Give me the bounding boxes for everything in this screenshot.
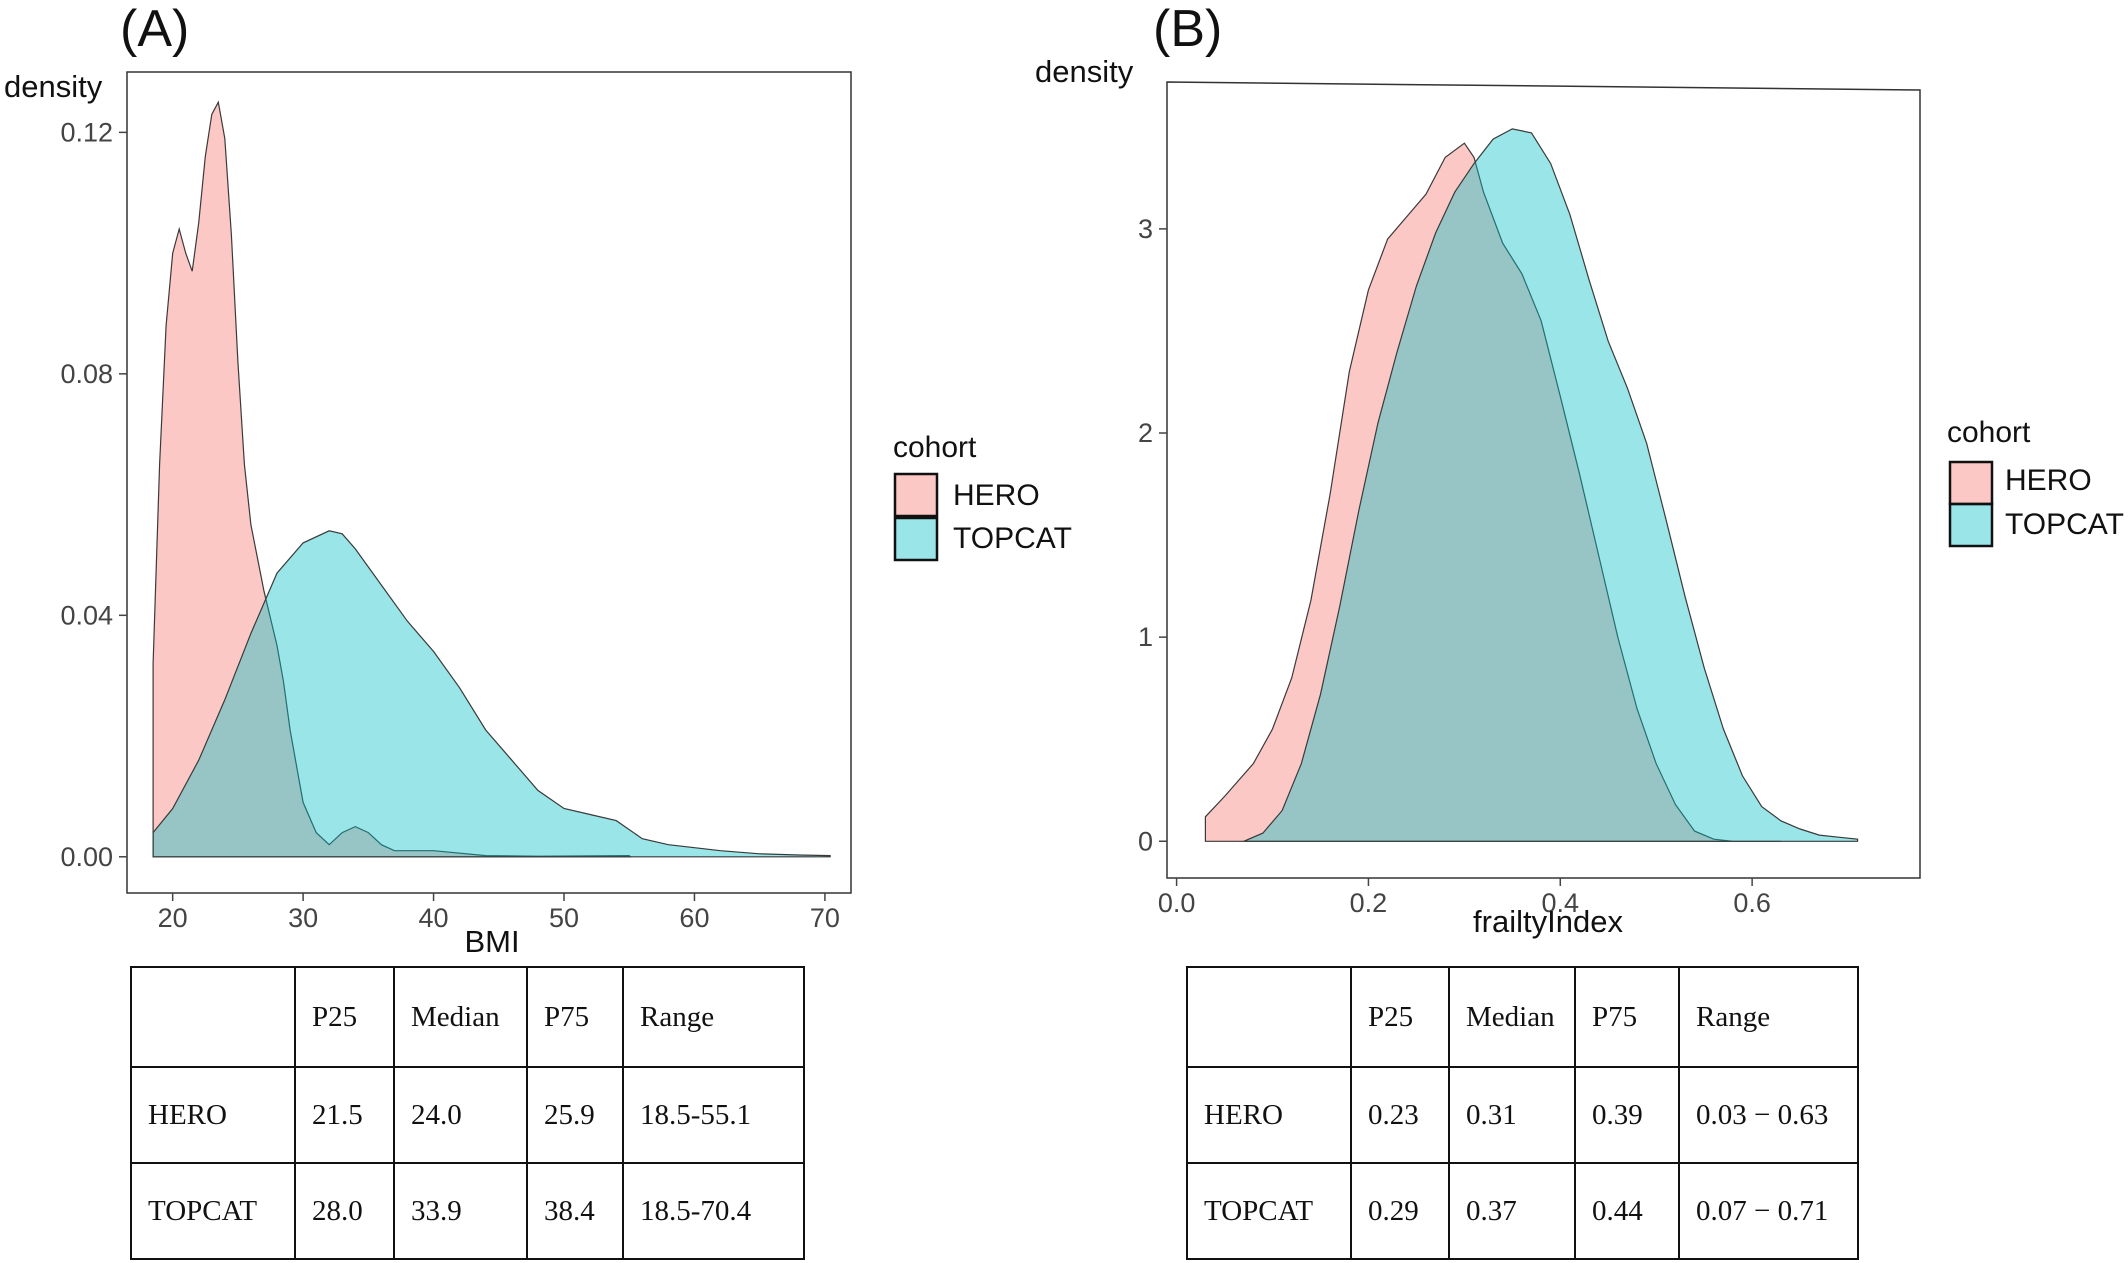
panel-b-density-areas xyxy=(1204,128,1859,842)
x-tick-label: 50 xyxy=(549,903,579,933)
table-cell: 33.9 xyxy=(393,1162,528,1260)
density-area-topcat xyxy=(1243,128,1859,842)
table-header-cell: Range xyxy=(622,966,805,1068)
y-tick-label: 1 xyxy=(1138,622,1153,652)
panel-a-legend-title: cohort xyxy=(893,431,977,464)
table-header-cell: P75 xyxy=(1574,966,1680,1068)
panel-b-label: (B) xyxy=(1153,0,1222,58)
table-cell: 38.4 xyxy=(526,1162,624,1260)
table-cell: 0.37 xyxy=(1448,1162,1576,1260)
panel-a-x-axis-title: BMI xyxy=(464,924,519,959)
x-tick-label: 40 xyxy=(419,903,449,933)
table-row: TOPCAT 0.29 0.37 0.44 0.07 − 0.71 xyxy=(1186,1162,1859,1260)
x-tick-label: 0.4 xyxy=(1542,888,1580,918)
panel-b-x-axis-title: frailtyIndex xyxy=(1473,904,1623,939)
y-tick-label: 0.04 xyxy=(60,600,113,630)
panel-a-stats-table: P25 Median P75 Range HERO 21.5 24.0 25.9… xyxy=(130,966,805,1260)
panel-a-legend-label-hero: HERO xyxy=(953,479,1040,512)
table-cell: 0.39 xyxy=(1574,1066,1680,1164)
panel-b-plot-frame xyxy=(1166,81,1921,879)
panel-a-y-axis-title: density xyxy=(4,69,103,104)
table-cell: 0.03 − 0.63 xyxy=(1678,1066,1859,1164)
panel-a-legend-swatch-topcat xyxy=(893,516,939,562)
x-tick-label: 30 xyxy=(288,903,318,933)
panel-a-legend: cohort HERO TOPCAT xyxy=(893,431,1072,562)
y-tick-label: 0 xyxy=(1138,826,1153,856)
density-area-hero xyxy=(1204,142,1781,842)
table-cell: 24.0 xyxy=(393,1066,528,1164)
table-cell: 21.5 xyxy=(294,1066,395,1164)
table-header-row: P25 Median P75 Range xyxy=(130,966,805,1068)
panel-b-legend: cohort HERO TOPCAT xyxy=(1947,416,2124,548)
x-tick-label: 20 xyxy=(158,903,188,933)
table-header-cell: Median xyxy=(393,966,528,1068)
table-header-row: P25 Median P75 Range xyxy=(1186,966,1859,1068)
panel-b-legend-label-topcat: TOPCAT xyxy=(2005,508,2124,541)
x-tick-label: 60 xyxy=(679,903,709,933)
y-tick-label: 0.12 xyxy=(60,117,113,147)
table-cell: 18.5-70.4 xyxy=(622,1162,805,1260)
x-tick-label: 0.2 xyxy=(1350,888,1388,918)
table-header-cell: P75 xyxy=(526,966,624,1068)
table-cell: 0.07 − 0.71 xyxy=(1678,1162,1859,1260)
panel-a-label: (A) xyxy=(120,0,189,58)
panel-a-legend-swatch-hero xyxy=(893,472,939,518)
density-area-topcat xyxy=(152,530,831,858)
x-tick-label: 0.0 xyxy=(1158,888,1196,918)
y-tick-label: 0.00 xyxy=(60,842,113,872)
table-row: HERO 0.23 0.31 0.39 0.03 − 0.63 xyxy=(1186,1066,1859,1164)
density-area-hero xyxy=(152,100,633,858)
panel-b-y-axis-title: density xyxy=(1035,54,1134,89)
table-row: TOPCAT 28.0 33.9 38.4 18.5-70.4 xyxy=(130,1162,805,1260)
panel-a-axes: 20 30 40 50 60 70 0.00 0.04 0.08 0.12 xyxy=(60,117,839,933)
panel-b-legend-swatch-topcat xyxy=(1948,502,1994,548)
x-tick-label: 70 xyxy=(810,903,840,933)
table-cell: 0.29 xyxy=(1350,1162,1450,1260)
x-tick-label: 0.6 xyxy=(1733,888,1771,918)
panel-a-density-areas xyxy=(152,100,831,858)
table-header-cell xyxy=(1186,966,1352,1068)
table-cell: HERO xyxy=(130,1066,296,1164)
panel-b-legend-label-hero: HERO xyxy=(2005,464,2092,497)
table-cell: HERO xyxy=(1186,1066,1352,1164)
table-cell: 18.5-55.1 xyxy=(622,1066,805,1164)
table-header-cell: P25 xyxy=(294,966,395,1068)
table-cell: 0.44 xyxy=(1574,1162,1680,1260)
table-cell: 0.23 xyxy=(1350,1066,1450,1164)
panel-a-plot-frame xyxy=(126,71,852,894)
table-cell: 28.0 xyxy=(294,1162,395,1260)
panel-b-legend-swatch-hero xyxy=(1948,460,1994,506)
panel-b-stats-table: P25 Median P75 Range HERO 0.23 0.31 0.39… xyxy=(1186,966,1859,1260)
table-cell: TOPCAT xyxy=(1186,1162,1352,1260)
table-cell: 0.31 xyxy=(1448,1066,1576,1164)
table-cell: TOPCAT xyxy=(130,1162,296,1260)
y-tick-label: 2 xyxy=(1138,418,1153,448)
table-header-cell: Range xyxy=(1678,966,1859,1068)
table-header-cell xyxy=(130,966,296,1068)
panel-b-axes: 0.0 0.2 0.4 0.6 0 1 2 3 xyxy=(1138,214,1771,918)
table-row: HERO 21.5 24.0 25.9 18.5-55.1 xyxy=(130,1066,805,1164)
y-tick-label: 3 xyxy=(1138,214,1153,244)
table-cell: 25.9 xyxy=(526,1066,624,1164)
table-header-cell: Median xyxy=(1448,966,1576,1068)
panel-b-legend-title: cohort xyxy=(1947,416,2031,449)
y-tick-label: 0.08 xyxy=(60,359,113,389)
panel-a-legend-label-topcat: TOPCAT xyxy=(953,522,1072,555)
panel-b: (B) density 0.0 0.2 0.4 0.6 0 1 2 3 frailtyInde… xyxy=(1035,0,2124,939)
table-header-cell: P25 xyxy=(1350,966,1450,1068)
panel-a: (A) density 20 30 40 50 60 70 0.00 0.04 0.08 0.12… xyxy=(4,0,1072,959)
